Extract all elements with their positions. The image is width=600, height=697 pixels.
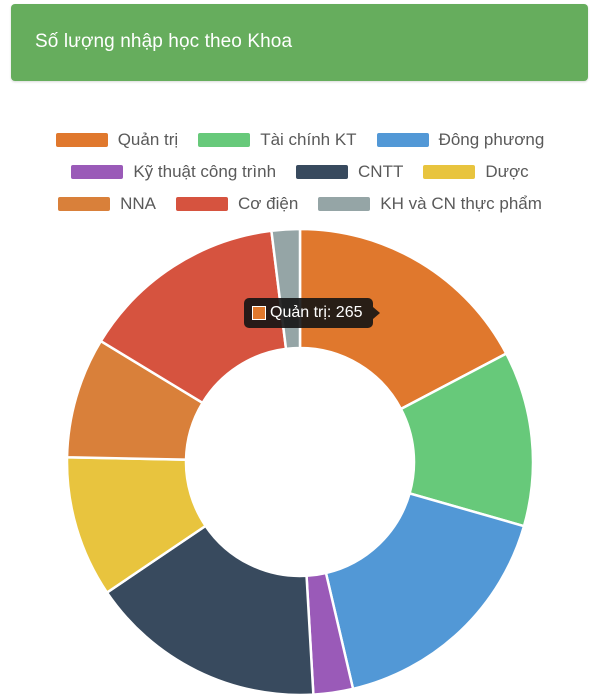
chart-legend: Quản trị Tài chính KT Đông phương Kỹ thuật … (0, 124, 600, 220)
legend-label: Quản trị (117, 130, 179, 149)
legend-item[interactable]: CNTT (296, 162, 403, 182)
legend-label: NNA (120, 194, 156, 213)
doughnut-slice[interactable] (324, 491, 526, 691)
legend-item[interactable]: Quản trị (55, 130, 179, 150)
legend-label: Kỹ thuật công trình (133, 162, 277, 181)
legend-swatch (296, 165, 349, 179)
legend-swatch (198, 133, 251, 147)
chart-tooltip: Quản trị: 265 (244, 298, 379, 328)
legend-swatch (71, 165, 124, 179)
legend-swatch (58, 197, 111, 211)
doughnut-slice[interactable] (99, 229, 288, 405)
legend-label: Dược (485, 162, 529, 181)
legend-row: Quản trị Tài chính KT Đông phương (0, 124, 600, 156)
legend-item[interactable]: NNA (58, 194, 156, 214)
chart-header: Số lượng nhập học theo Khoa (11, 4, 588, 81)
legend-label: Cơ điện (238, 194, 299, 213)
legend-swatch (423, 165, 476, 179)
chart-title: Số lượng nhập học theo Khoa (35, 31, 293, 52)
legend-row: NNA Cơ điện KH và CN thực phẩm (0, 188, 600, 220)
legend-item[interactable]: Kỹ thuật công trình (71, 162, 276, 182)
legend-item[interactable]: Đông phương (376, 130, 545, 150)
tooltip-text: Quản trị: 265 (270, 304, 363, 321)
legend-item[interactable]: KH và CN thực phẩm (318, 194, 542, 214)
doughnut-slice[interactable] (298, 227, 508, 411)
legend-item[interactable]: Cơ điện (176, 194, 298, 214)
legend-item[interactable]: Tài chính KT (198, 130, 357, 150)
legend-item[interactable]: Dược (423, 162, 529, 182)
legend-label: KH và CN thực phẩm (380, 194, 542, 213)
legend-swatch (176, 197, 228, 211)
legend-row: Kỹ thuật công trình CNTT Dược (0, 156, 600, 188)
legend-label: CNTT (358, 162, 404, 181)
legend-label: Tài chính KT (260, 130, 357, 149)
legend-swatch (318, 197, 371, 211)
tooltip-swatch (252, 306, 266, 320)
legend-swatch (55, 133, 108, 147)
legend-label: Đông phương (438, 130, 545, 149)
legend-swatch (376, 133, 429, 147)
doughnut-slice[interactable] (105, 524, 315, 697)
